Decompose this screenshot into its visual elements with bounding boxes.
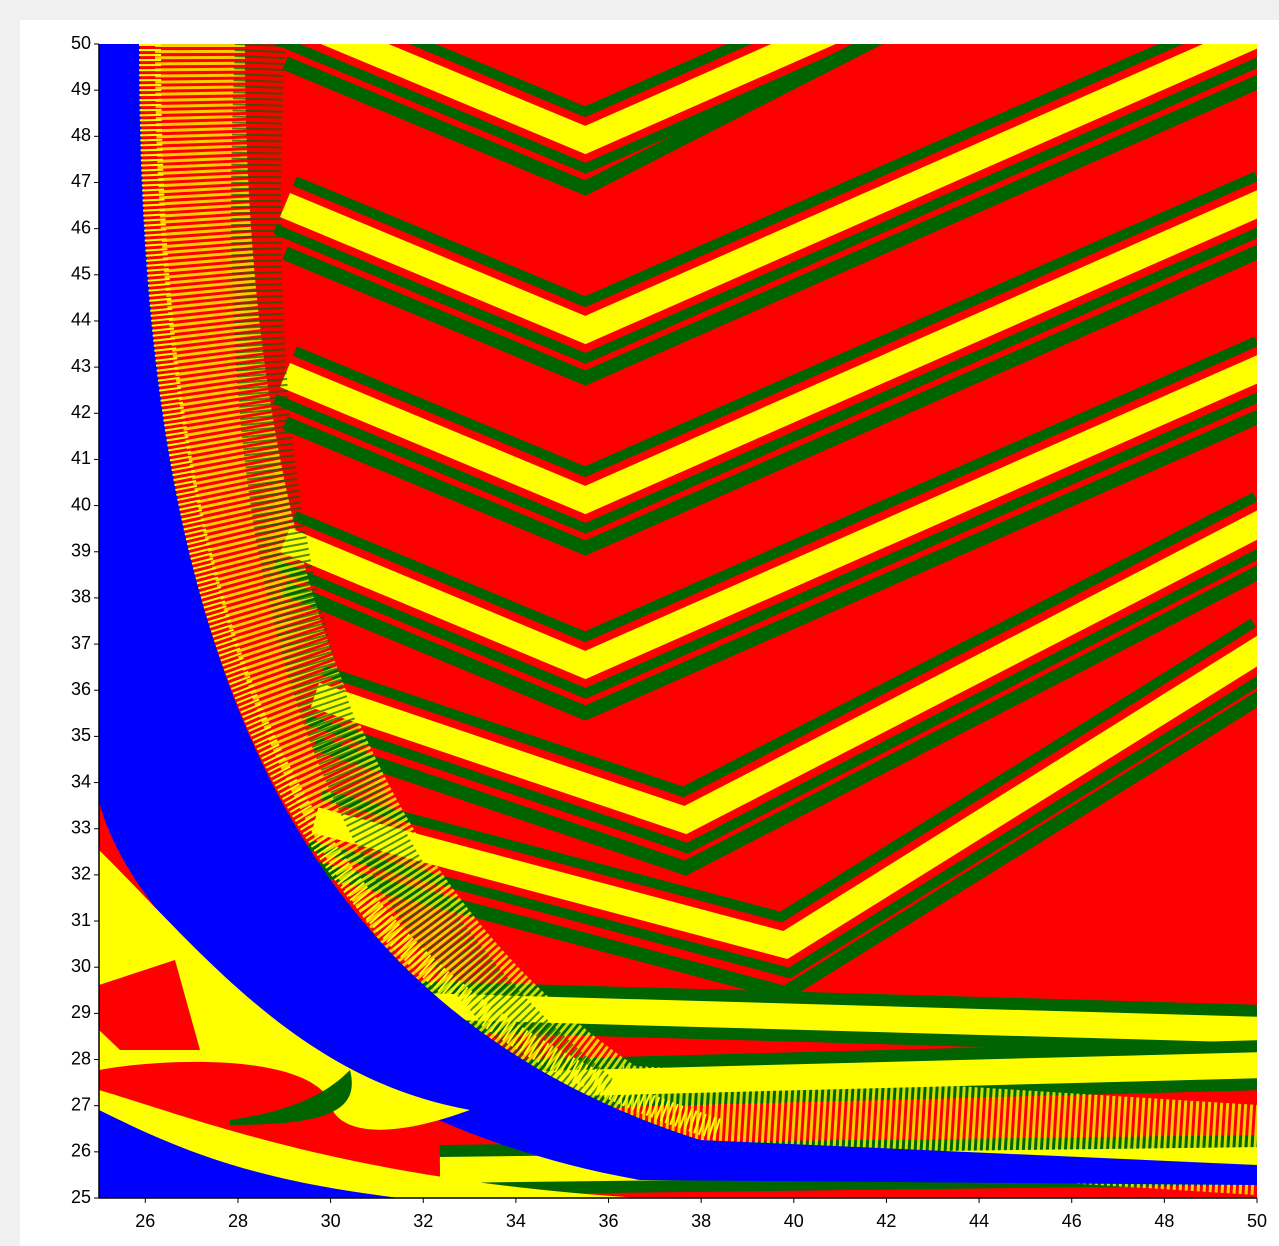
band-yellow	[310, 510, 1257, 835]
region-red	[99, 960, 200, 1050]
x-tick-label: 40	[784, 1211, 804, 1231]
plot-area	[99, 44, 1257, 1198]
y-tick-label: 27	[71, 1094, 91, 1114]
band-green-thin	[312, 565, 1257, 876]
band-yellow	[311, 635, 1257, 960]
x-tick-label: 34	[506, 1211, 526, 1231]
region-yellow	[99, 850, 470, 1130]
y-tick-label: 46	[71, 217, 91, 237]
band-green-thin	[282, 409, 1257, 721]
y-tick-label: 47	[71, 171, 91, 191]
x-tick-label: 42	[876, 1211, 896, 1231]
band-green-thin	[282, 74, 1257, 386]
y-tick-label: 25	[71, 1187, 91, 1207]
band-yellow	[320, 44, 836, 155]
speckle-zone	[155, 44, 1257, 1195]
y-tick-label: 45	[71, 264, 91, 284]
y-tick-label: 30	[71, 956, 91, 976]
x-tick-label: 44	[969, 1211, 989, 1231]
y-tick-label: 49	[71, 79, 91, 99]
band-green-thin	[282, 44, 883, 196]
y-tick-label: 37	[71, 633, 91, 653]
y-tick-label: 40	[71, 494, 91, 514]
x-tick-label: 50	[1247, 1211, 1267, 1231]
x-tick-label: 30	[321, 1211, 341, 1231]
y-tick-label: 29	[71, 1002, 91, 1022]
x-tick-label: 26	[135, 1211, 155, 1231]
y-tick-label: 50	[71, 33, 91, 53]
y-tick-label: 43	[71, 356, 91, 376]
band-yellow	[280, 355, 1257, 680]
y-tick-label: 44	[71, 310, 91, 330]
region-green	[230, 1070, 352, 1125]
y-tick-label: 38	[71, 587, 91, 607]
y-tick-label: 48	[71, 125, 91, 145]
y-tick-label: 28	[71, 1048, 91, 1068]
y-tick-label: 26	[71, 1141, 91, 1161]
band-green-thin	[282, 244, 1257, 556]
x-tick-label: 32	[413, 1211, 433, 1231]
y-tick-label: 32	[71, 864, 91, 884]
y-tick-label: 35	[71, 725, 91, 745]
x-tick-label: 46	[1062, 1211, 1082, 1231]
band-yellow	[280, 190, 1257, 515]
x-tick-label: 36	[599, 1211, 619, 1231]
y-tick-label: 41	[71, 448, 91, 468]
x-tick-label: 48	[1154, 1211, 1174, 1231]
y-tick-label: 36	[71, 679, 91, 699]
y-tick-label: 39	[71, 541, 91, 561]
y-tick-label: 42	[71, 402, 91, 422]
y-tick-label: 34	[71, 771, 91, 791]
region-blue	[99, 1110, 400, 1198]
x-tick-label: 28	[228, 1211, 248, 1231]
band-yellow	[280, 44, 1257, 345]
y-tick-label: 31	[71, 910, 91, 930]
y-tick-label: 33	[71, 817, 91, 837]
x-tick-label: 38	[691, 1211, 711, 1231]
